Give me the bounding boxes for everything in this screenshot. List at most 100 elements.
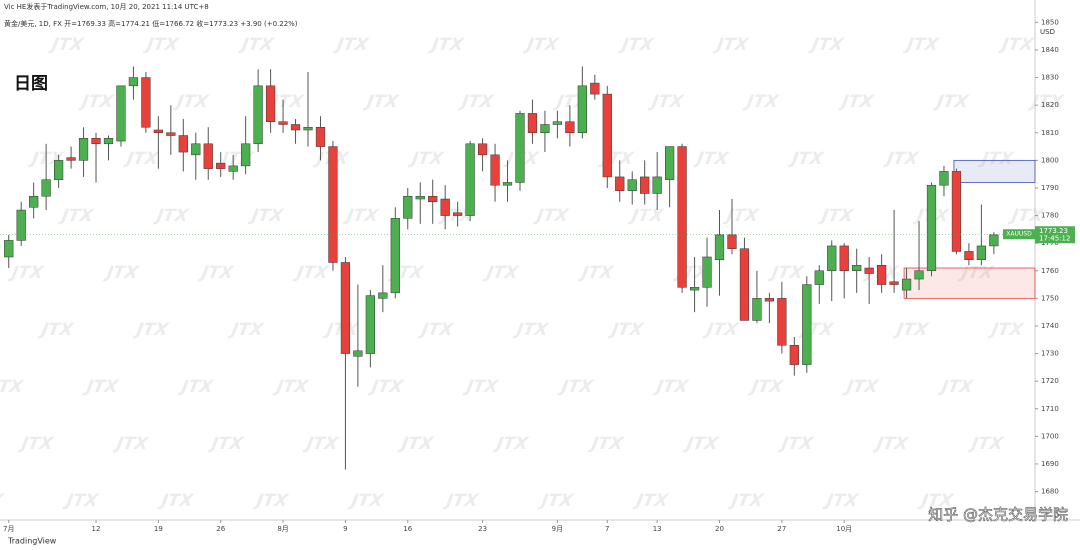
- candle-body: [764, 298, 775, 302]
- price-tag-countdown: 17:45:12: [1039, 235, 1070, 243]
- watermark: JTX: [617, 35, 655, 55]
- watermark: JTX: [577, 263, 615, 283]
- candle-body: [565, 121, 575, 134]
- footer-logo: TradingView: [7, 537, 57, 546]
- x-tick-label: 7月: [3, 525, 14, 533]
- x-tick-label: 12: [92, 525, 101, 533]
- watermark: JTX: [997, 35, 1035, 55]
- candle-body: [390, 218, 400, 294]
- x-tick-label: 13: [653, 525, 662, 533]
- candle-body: [4, 240, 14, 258]
- zone: [903, 267, 1036, 299]
- candle-body: [989, 234, 999, 247]
- candle-body: [265, 85, 276, 122]
- watermark: JTX: [817, 206, 855, 226]
- candle-body: [53, 160, 64, 180]
- candle-body: [166, 132, 176, 136]
- y-tick-label: 1690: [1041, 460, 1059, 468]
- watermark: JTX: [702, 320, 740, 340]
- candle-body: [615, 176, 625, 191]
- y-tick-label: 1680: [1041, 488, 1059, 496]
- watermark: JTX: [227, 320, 265, 340]
- watermark: JTX: [632, 491, 670, 511]
- candle-body: [926, 184, 937, 272]
- x-tick-label: 20: [715, 525, 724, 533]
- watermark: JTX: [207, 434, 245, 454]
- candle-body: [465, 143, 475, 216]
- candle-body: [827, 245, 837, 272]
- candle-body: [403, 195, 413, 219]
- y-tick-label: 1710: [1041, 405, 1059, 413]
- candle-body: [714, 234, 725, 260]
- watermark: JTX: [712, 35, 750, 55]
- watermark: JTX: [747, 377, 785, 397]
- y-tick-label: 1740: [1041, 322, 1059, 330]
- y-tick-label: 1700: [1041, 432, 1059, 440]
- candle-body: [378, 292, 388, 299]
- watermark: JTX: [462, 377, 500, 397]
- candle-body: [365, 295, 375, 354]
- x-tick-label: 19: [154, 525, 163, 533]
- candle-body: [66, 157, 76, 161]
- watermark: JTX: [172, 92, 210, 112]
- candle-body: [228, 165, 238, 172]
- candle-body: [702, 256, 712, 288]
- y-tick-label: 1850: [1041, 18, 1059, 26]
- candle-body: [752, 298, 762, 321]
- candle-body: [640, 176, 650, 194]
- watermark: JTX: [37, 320, 75, 340]
- watermark: JTX: [177, 377, 215, 397]
- x-tick-label: 8月: [277, 525, 288, 533]
- footer-credit: 知乎 @杰克交易学院: [928, 506, 1068, 524]
- chart-title: 日图: [14, 74, 48, 94]
- candle-body: [527, 113, 538, 134]
- watermark: JTX: [267, 92, 305, 112]
- candle-body: [677, 146, 687, 288]
- x-tick-label: 16: [403, 525, 412, 533]
- candle-body: [440, 198, 450, 216]
- watermark: JTX: [522, 35, 560, 55]
- watermark: JTX: [77, 92, 115, 112]
- watermark: JTX: [397, 434, 435, 454]
- watermark: JTX: [342, 206, 380, 226]
- candle-body: [428, 195, 438, 203]
- candle-body: [789, 345, 799, 365]
- watermark: JTX: [102, 263, 140, 283]
- candle-body: [103, 138, 114, 145]
- candle-body: [16, 209, 26, 241]
- watermark: JTX: [347, 491, 385, 511]
- watermark: JTX: [787, 149, 825, 169]
- plot: JTX JTX JTX JTX JTX JTX JTX JTX JTX JTX JTX JTX JTX J…: [0, 0, 1080, 533]
- watermark: JTX: [62, 491, 100, 511]
- zone: [953, 159, 1036, 183]
- candle-body: [814, 270, 824, 285]
- x-tick-label: 10月: [836, 525, 852, 533]
- candle-body: [490, 154, 500, 186]
- watermark: JTX: [777, 434, 815, 454]
- watermark: JTX: [417, 320, 455, 340]
- watermark: JTX: [57, 206, 95, 226]
- watermark: JTX: [122, 149, 160, 169]
- candle-body: [477, 143, 488, 156]
- watermark: JTX: [532, 206, 570, 226]
- price-tag-value: 1773.23: [1039, 227, 1068, 235]
- candle-body: [951, 171, 962, 252]
- watermark: JTX: [272, 377, 310, 397]
- candle-body: [353, 350, 363, 357]
- candle-body: [290, 124, 301, 131]
- watermark: JTX: [457, 92, 495, 112]
- watermark: JTX: [722, 206, 760, 226]
- candle-body: [852, 264, 862, 272]
- watermark: JTX: [112, 434, 150, 454]
- y-tick-label: 1790: [1041, 184, 1059, 192]
- watermark: JTX: [247, 206, 285, 226]
- candle-body: [665, 146, 675, 180]
- watermark: JTX: [82, 377, 120, 397]
- watermark: JTX: [512, 320, 550, 340]
- candle-body: [964, 251, 974, 260]
- watermark: JTX: [627, 206, 665, 226]
- watermark: JTX: [987, 320, 1025, 340]
- candle-body: [253, 85, 263, 145]
- candle-body: [552, 121, 563, 125]
